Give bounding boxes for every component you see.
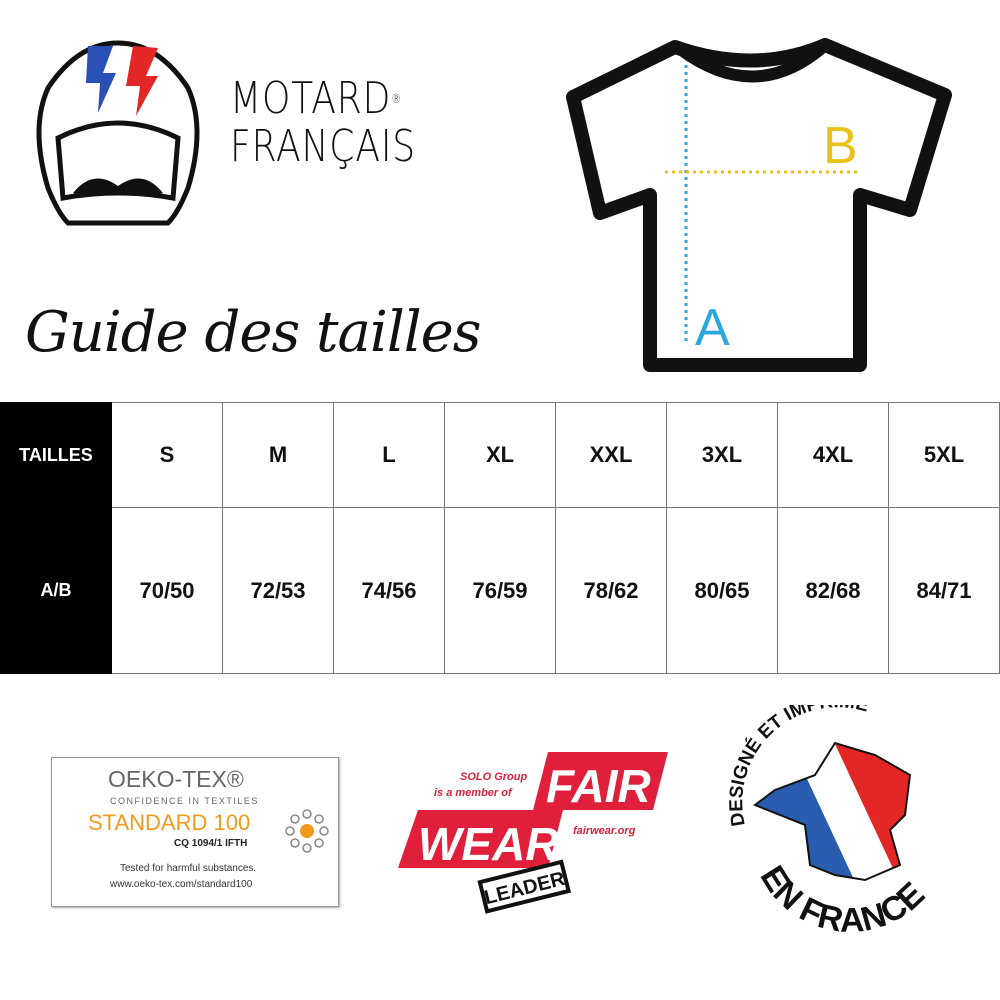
measurement-cell: 76/59 <box>444 507 556 674</box>
fairwear-url: fairwear.org <box>573 825 636 837</box>
measurement-cell: 84/71 <box>888 507 1000 674</box>
size-cell: XL <box>444 402 556 508</box>
registered-mark: ® <box>391 92 402 106</box>
label-a: A <box>695 299 730 357</box>
oekotex-code: CQ 1094/1 IFTH <box>174 838 248 849</box>
measurement-cell: 74/56 <box>333 507 445 674</box>
size-cell: S <box>111 402 223 508</box>
label-b: B <box>823 117 858 175</box>
size-cell: 5XL <box>888 402 1000 508</box>
brand-name: MOTARD® FRANÇAIS <box>230 75 416 171</box>
size-cell: XXL <box>555 402 667 508</box>
oekotex-badge: OEKO-TEX® CONFIDENCE IN TEXTILES STANDAR… <box>51 757 339 907</box>
row-header: TAILLES <box>0 402 112 508</box>
table-row-sizes: TAILLES S M L XL XXL 3XL 4XL 5XL <box>0 402 1000 508</box>
oekotex-standard: STANDARD 100 <box>88 810 251 835</box>
oekotex-url: www.oeko-tex.com/standard100 <box>110 879 253 890</box>
france-badge: DESIGNÉ ET IMPRIMÉ EN FRANCE <box>726 705 932 940</box>
measurement-cell: 78/62 <box>555 507 667 674</box>
size-cell: L <box>333 402 445 508</box>
measurement-cell: 72/53 <box>222 507 334 674</box>
helmet-logo <box>36 40 200 226</box>
fairwear-word-wear: WEAR <box>418 818 559 870</box>
oekotex-note: Tested for harmful substances. <box>120 863 257 874</box>
fairwear-member-line-2: is a member of <box>434 787 513 799</box>
fairwear-badge: SOLO Group is a member of FAIR WEAR fair… <box>398 752 668 914</box>
brand-line-1: MOTARD <box>230 73 392 124</box>
size-cell: 4XL <box>777 402 889 508</box>
oekotex-name: OEKO-TEX® <box>108 766 244 792</box>
fairwear-word-fair: FAIR <box>546 760 651 812</box>
size-cell: M <box>222 402 334 508</box>
fairwear-member-line-1: SOLO Group <box>460 771 528 783</box>
table-row-measurements: A/B 70/50 72/53 74/56 76/59 78/62 80/65 … <box>0 507 1000 674</box>
brand-line-2: FRANÇAIS <box>230 121 417 172</box>
size-table: TAILLES S M L XL XXL 3XL 4XL 5XL A/B 70/… <box>0 402 1000 674</box>
oekotex-tagline: CONFIDENCE IN TEXTILES <box>110 796 259 806</box>
measurement-cell: 80/65 <box>666 507 778 674</box>
tshirt-diagram: A B <box>566 38 952 372</box>
page-title: Guide des tailles <box>25 300 482 365</box>
oekotex-flower-icon <box>285 809 329 853</box>
row-header: A/B <box>0 507 112 674</box>
measurement-cell: 82/68 <box>777 507 889 674</box>
measurement-cell: 70/50 <box>111 507 223 674</box>
size-cell: 3XL <box>666 402 778 508</box>
